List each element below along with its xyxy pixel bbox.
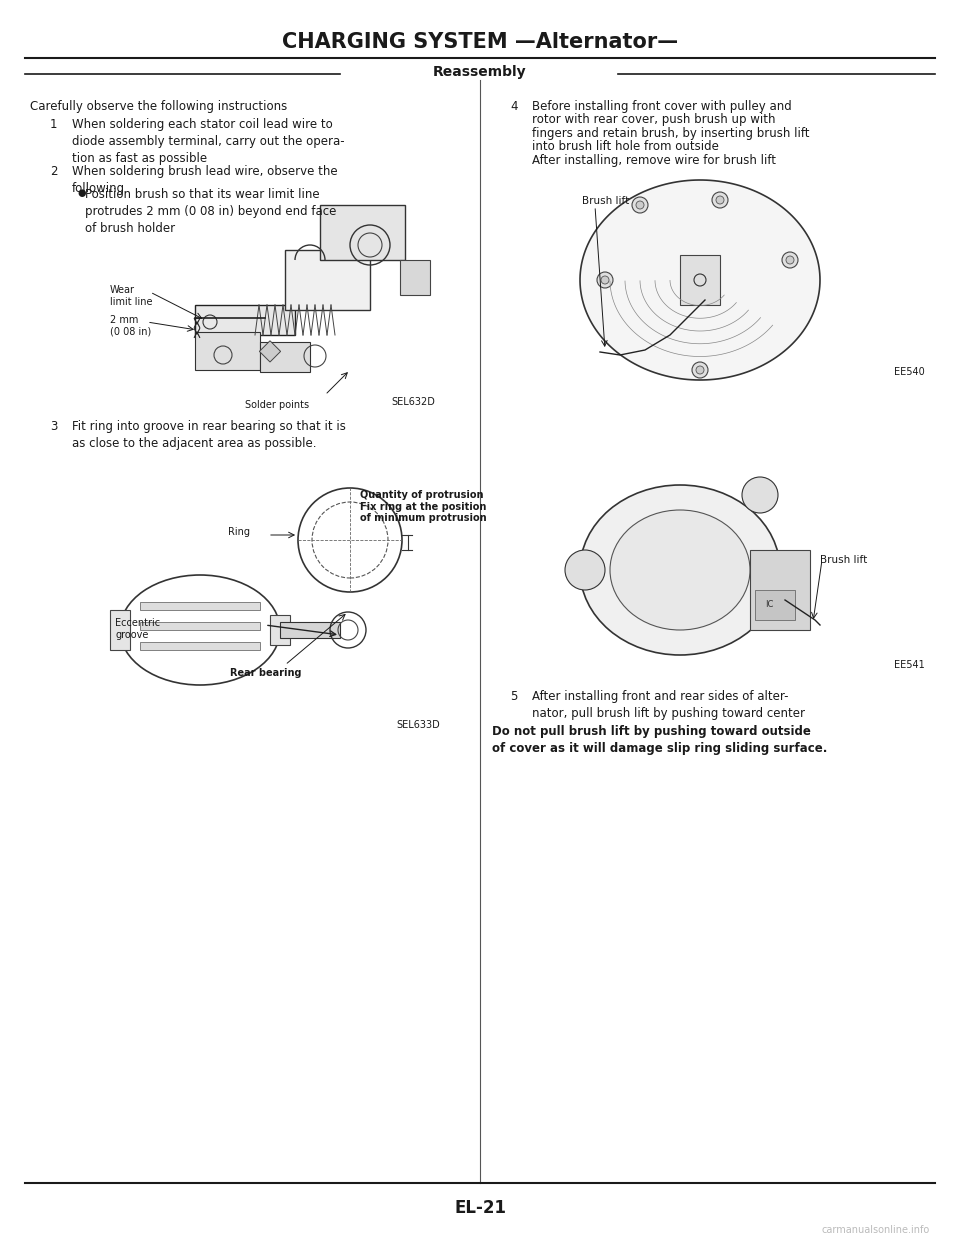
- Text: Before installing front cover with pulley and: Before installing front cover with pulle…: [532, 100, 792, 113]
- Circle shape: [742, 477, 778, 513]
- Bar: [280, 622, 340, 637]
- Circle shape: [716, 195, 724, 204]
- Text: SEL632D: SEL632D: [391, 397, 435, 407]
- Ellipse shape: [580, 486, 780, 655]
- Bar: [140, 642, 260, 650]
- Text: Quantity of protrusion
Fix ring at the position
of minimum protrusion: Quantity of protrusion Fix ring at the p…: [360, 491, 487, 523]
- Bar: [270, 615, 290, 645]
- Bar: [680, 255, 720, 305]
- Text: ●: ●: [77, 188, 85, 198]
- Circle shape: [712, 192, 728, 208]
- Text: rotor with rear cover, push brush up with: rotor with rear cover, push brush up wit…: [532, 113, 776, 127]
- Text: SEL633D: SEL633D: [396, 720, 440, 730]
- Bar: [260, 342, 310, 372]
- Text: Reassembly: Reassembly: [433, 65, 527, 78]
- Text: Wear
limit line: Wear limit line: [110, 285, 153, 306]
- Circle shape: [786, 256, 794, 264]
- Circle shape: [692, 362, 708, 378]
- Text: When soldering brush lead wire, observe the
following: When soldering brush lead wire, observe …: [72, 166, 338, 195]
- Bar: [195, 305, 295, 335]
- Bar: [140, 603, 260, 610]
- Text: 4: 4: [510, 100, 517, 113]
- Circle shape: [601, 276, 609, 284]
- Text: Position brush so that its wear limit line
protrudes 2 mm (0 08 in) beyond end f: Position brush so that its wear limit li…: [85, 188, 336, 235]
- Text: Solder points: Solder points: [245, 400, 309, 410]
- Text: Brush lift: Brush lift: [820, 555, 867, 565]
- Polygon shape: [580, 181, 820, 380]
- Text: Rear bearing: Rear bearing: [230, 669, 301, 679]
- Bar: [110, 610, 130, 650]
- Text: 3: 3: [50, 420, 58, 433]
- Text: 2 mm
(0 08 in): 2 mm (0 08 in): [110, 315, 152, 336]
- Text: Ring: Ring: [228, 527, 250, 537]
- Text: IC: IC: [765, 600, 774, 609]
- Ellipse shape: [610, 510, 750, 630]
- Bar: [259, 341, 280, 362]
- Circle shape: [597, 271, 613, 288]
- Bar: [320, 205, 405, 260]
- Circle shape: [636, 200, 644, 209]
- Text: Do not pull brush lift by pushing toward outside
of cover as it will damage slip: Do not pull brush lift by pushing toward…: [492, 725, 828, 754]
- Text: Brush lift: Brush lift: [582, 195, 629, 205]
- Text: EE540: EE540: [895, 367, 925, 377]
- Text: carmanualsonline.info: carmanualsonline.info: [822, 1225, 930, 1235]
- Text: After installing, remove wire for brush lift: After installing, remove wire for brush …: [532, 154, 776, 167]
- Bar: [755, 590, 795, 620]
- Text: 5: 5: [510, 690, 517, 703]
- Text: into brush lift hole from outside: into brush lift hole from outside: [532, 141, 719, 153]
- Bar: [400, 260, 430, 295]
- Circle shape: [565, 550, 605, 590]
- Bar: [750, 550, 810, 630]
- Text: When soldering each stator coil lead wire to
diode assembly terminal, carry out : When soldering each stator coil lead wir…: [72, 118, 345, 166]
- Text: EE541: EE541: [895, 660, 925, 670]
- Text: EL-21: EL-21: [454, 1199, 506, 1218]
- Text: After installing front and rear sides of alter-
nator, pull brush lift by pushin: After installing front and rear sides of…: [532, 690, 805, 720]
- Text: Carefully observe the following instructions: Carefully observe the following instruct…: [30, 100, 287, 113]
- Text: 2: 2: [50, 166, 58, 178]
- Bar: [285, 250, 370, 310]
- Bar: [140, 622, 260, 630]
- Bar: [195, 332, 260, 370]
- Text: fingers and retain brush, by inserting brush lift: fingers and retain brush, by inserting b…: [532, 127, 809, 139]
- Text: Fit ring into groove in rear bearing so that it is
as close to the adjacent area: Fit ring into groove in rear bearing so …: [72, 420, 346, 449]
- Circle shape: [782, 251, 798, 268]
- Text: Eccentric
groove: Eccentric groove: [115, 618, 160, 640]
- Circle shape: [696, 366, 704, 374]
- Text: 1: 1: [50, 118, 58, 131]
- Circle shape: [632, 197, 648, 213]
- Text: CHARGING SYSTEM —Alternator—: CHARGING SYSTEM —Alternator—: [282, 32, 678, 52]
